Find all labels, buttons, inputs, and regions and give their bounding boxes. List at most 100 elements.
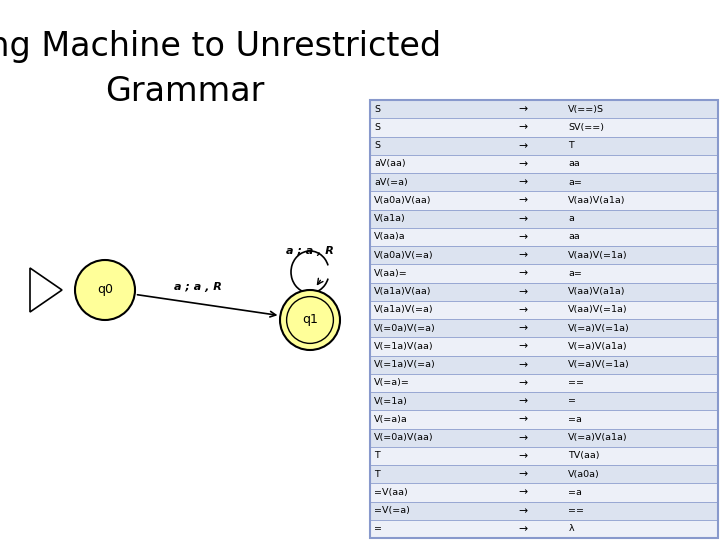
- Bar: [370, 100, 718, 118]
- Text: V(=a)V(a1a): V(=a)V(a1a): [568, 433, 628, 442]
- Bar: [370, 282, 718, 301]
- Bar: [370, 118, 718, 137]
- Text: V(a1a)V(aa): V(a1a)V(aa): [374, 287, 431, 296]
- Text: →: →: [518, 433, 528, 443]
- Text: q1: q1: [302, 314, 318, 327]
- Text: V(aa)V(=1a): V(aa)V(=1a): [568, 251, 628, 260]
- Text: λ: λ: [568, 524, 574, 534]
- Text: V(aa)=: V(aa)=: [374, 269, 408, 278]
- Bar: [370, 338, 718, 355]
- Text: aa: aa: [568, 159, 580, 168]
- Text: →: →: [518, 396, 528, 406]
- Text: →: →: [518, 214, 528, 224]
- Text: V(aa)V(=1a): V(aa)V(=1a): [568, 306, 628, 314]
- Bar: [370, 210, 718, 228]
- Text: V(a0a): V(a0a): [568, 470, 600, 478]
- Bar: [370, 137, 718, 155]
- Text: V(a1a): V(a1a): [374, 214, 406, 223]
- Text: S: S: [374, 105, 380, 113]
- Text: a ; a , R: a ; a , R: [286, 246, 334, 256]
- Text: V(aa)V(a1a): V(aa)V(a1a): [568, 287, 626, 296]
- Text: a=: a=: [568, 269, 582, 278]
- Bar: [370, 100, 718, 538]
- Text: V(a0a)V(aa): V(a0a)V(aa): [374, 196, 431, 205]
- Polygon shape: [30, 268, 62, 312]
- Text: q0: q0: [97, 284, 113, 296]
- Text: V(=a)a: V(=a)a: [374, 415, 408, 424]
- Text: →: →: [518, 232, 528, 242]
- Bar: [370, 319, 718, 338]
- Circle shape: [75, 260, 135, 320]
- Text: a=: a=: [568, 178, 582, 187]
- Text: Turing Machine to Unrestricted: Turing Machine to Unrestricted: [0, 30, 441, 63]
- Text: →: →: [518, 323, 528, 333]
- Bar: [370, 173, 718, 191]
- Text: ==: ==: [568, 379, 585, 387]
- Text: V(aa)V(a1a): V(aa)V(a1a): [568, 196, 626, 205]
- Text: Grammar: Grammar: [105, 75, 265, 108]
- Text: =: =: [374, 524, 382, 534]
- Text: V(=a)V(a1a): V(=a)V(a1a): [568, 342, 628, 351]
- Text: V(aa)a: V(aa)a: [374, 232, 405, 241]
- Text: =V(aa): =V(aa): [374, 488, 408, 497]
- Text: aa: aa: [568, 232, 580, 241]
- Text: V(=1a)V(=a): V(=1a)V(=a): [374, 360, 436, 369]
- Text: →: →: [518, 287, 528, 296]
- Text: S: S: [374, 123, 380, 132]
- Bar: [370, 447, 718, 465]
- Bar: [370, 392, 718, 410]
- Text: →: →: [518, 488, 528, 497]
- Bar: [370, 264, 718, 282]
- Text: →: →: [518, 250, 528, 260]
- Text: →: →: [518, 469, 528, 479]
- Bar: [370, 502, 718, 519]
- Text: T: T: [374, 470, 379, 478]
- Bar: [370, 228, 718, 246]
- Text: V(a0a)V(=a): V(a0a)V(=a): [374, 251, 433, 260]
- Bar: [370, 301, 718, 319]
- Bar: [370, 191, 718, 210]
- Bar: [370, 246, 718, 264]
- Text: →: →: [518, 268, 528, 279]
- Text: →: →: [518, 505, 528, 516]
- Text: SV(==): SV(==): [568, 123, 604, 132]
- Text: V(a1a)V(=a): V(a1a)V(=a): [374, 306, 433, 314]
- Text: V(=0a)V(aa): V(=0a)V(aa): [374, 433, 433, 442]
- Text: =V(=a): =V(=a): [374, 506, 410, 515]
- Text: →: →: [518, 104, 528, 114]
- Text: =a: =a: [568, 488, 582, 497]
- Text: →: →: [518, 524, 528, 534]
- Bar: [370, 465, 718, 483]
- Text: V(==)S: V(==)S: [568, 105, 604, 113]
- Text: T: T: [374, 451, 379, 461]
- Text: =: =: [568, 396, 577, 406]
- Text: →: →: [518, 195, 528, 205]
- Text: →: →: [518, 305, 528, 315]
- Text: →: →: [518, 341, 528, 352]
- Text: V(=a)=: V(=a)=: [374, 379, 410, 387]
- Text: →: →: [518, 159, 528, 169]
- Bar: [370, 374, 718, 392]
- Bar: [370, 429, 718, 447]
- Bar: [370, 355, 718, 374]
- Text: V(=a)V(=1a): V(=a)V(=1a): [568, 323, 630, 333]
- Bar: [370, 519, 718, 538]
- Text: TV(aa): TV(aa): [568, 451, 600, 461]
- Text: →: →: [518, 451, 528, 461]
- Text: aV(=a): aV(=a): [374, 178, 408, 187]
- Text: T: T: [568, 141, 574, 150]
- Text: →: →: [518, 123, 528, 132]
- Bar: [370, 483, 718, 502]
- Text: S: S: [374, 141, 380, 150]
- Text: V(=0a)V(=a): V(=0a)V(=a): [374, 323, 436, 333]
- Text: →: →: [518, 360, 528, 369]
- Text: V(=1a)V(aa): V(=1a)V(aa): [374, 342, 433, 351]
- Text: a: a: [568, 214, 575, 223]
- Text: =a: =a: [568, 415, 582, 424]
- Bar: [370, 410, 718, 429]
- Text: aV(aa): aV(aa): [374, 159, 405, 168]
- Text: →: →: [518, 140, 528, 151]
- Text: a ; a , R: a ; a , R: [174, 282, 222, 292]
- Text: V(=1a): V(=1a): [374, 396, 408, 406]
- Text: →: →: [518, 378, 528, 388]
